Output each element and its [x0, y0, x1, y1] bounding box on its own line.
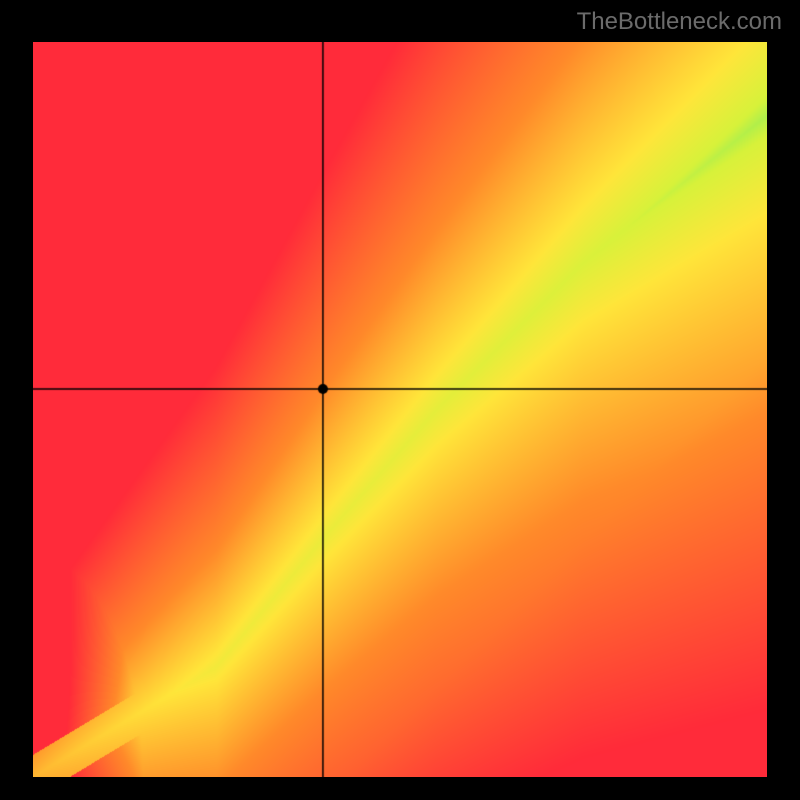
watermark-text: TheBottleneck.com [577, 8, 782, 36]
heatmap-plot [33, 42, 767, 777]
figure-container: TheBottleneck.com [0, 0, 800, 800]
